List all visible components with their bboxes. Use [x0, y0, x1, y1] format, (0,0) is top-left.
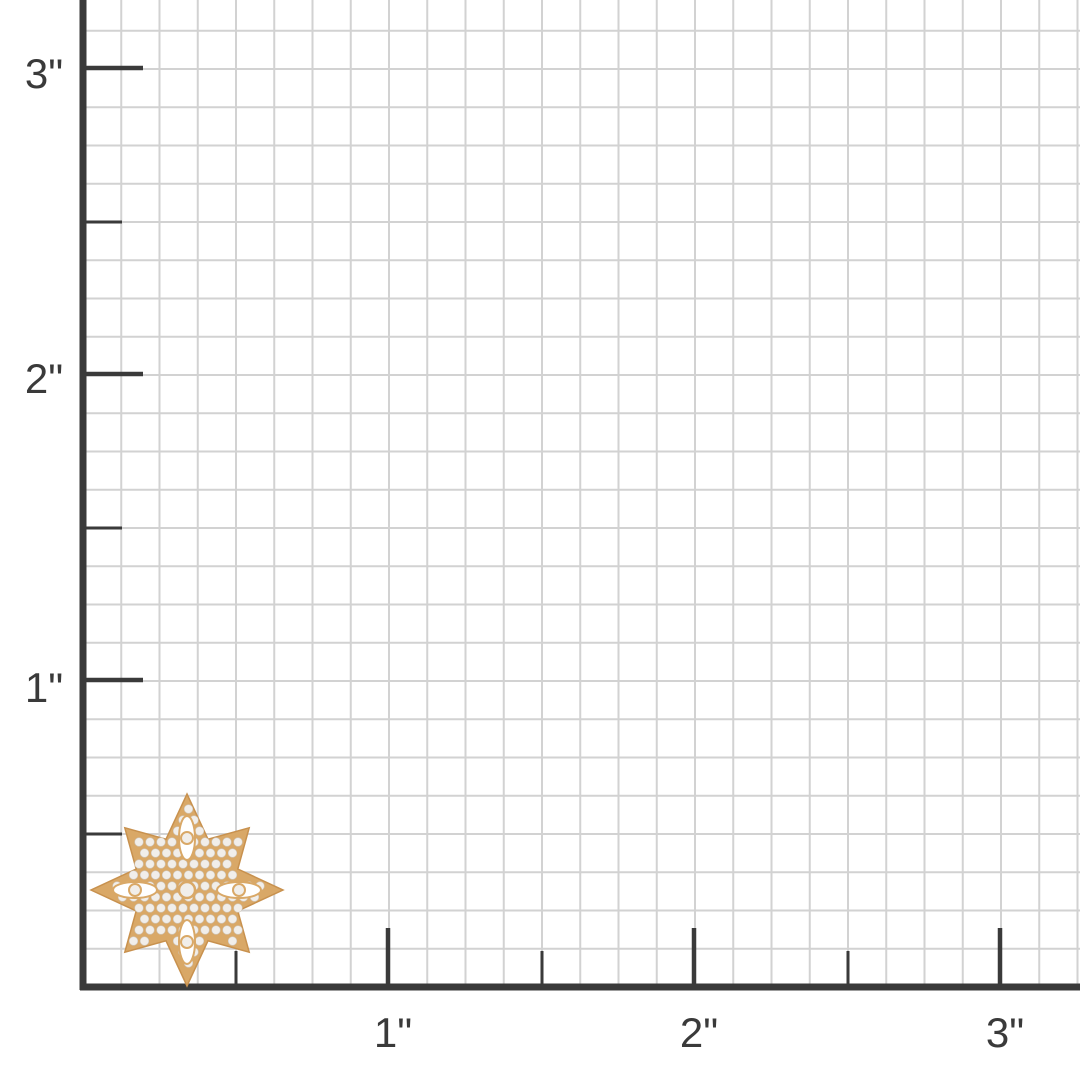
- diamond-stone: [139, 936, 150, 946]
- diamond-stone: [200, 903, 210, 913]
- diamond-stone: [233, 903, 243, 913]
- diamond-stone: [189, 903, 199, 913]
- diamond-stone: [145, 837, 155, 847]
- diamond-stone: [200, 881, 210, 891]
- diamond-stone: [161, 848, 172, 858]
- diamond-stone: [180, 831, 194, 845]
- diamond-stone: [156, 837, 166, 847]
- diamond-stone: [222, 859, 232, 869]
- diamond-stone: [227, 936, 238, 946]
- diamond-stone: [139, 870, 150, 880]
- diamond-stone: [134, 859, 144, 869]
- diamond-stone: [183, 804, 194, 814]
- diamond-stone: [233, 925, 243, 935]
- diamond-stone: [205, 870, 216, 880]
- diamond-stone: [128, 936, 139, 946]
- diamond-stone: [167, 837, 177, 847]
- center-diamond: [177, 880, 197, 900]
- diamond-stone: [227, 848, 238, 858]
- diamond-stone: [145, 903, 155, 913]
- diamond-stone: [128, 870, 139, 880]
- y-label-1: 1": [25, 664, 63, 711]
- y-label-2: 2": [25, 355, 63, 402]
- diamond-stone: [167, 903, 177, 913]
- diamond-stone: [211, 837, 221, 847]
- diamond-stone: [161, 914, 172, 924]
- diamond-stone: [172, 870, 183, 880]
- x-label-3: 3": [986, 1009, 1024, 1056]
- diamond-stone: [178, 903, 188, 913]
- x-label-2: 2": [680, 1009, 718, 1056]
- y-label-3: 3": [25, 50, 63, 97]
- diamond-stone: [139, 848, 150, 858]
- diamond-stone: [167, 925, 177, 935]
- diamond-stone: [205, 892, 216, 902]
- diamond-stone: [200, 925, 210, 935]
- diamond-stone: [222, 925, 232, 935]
- diamond-stone: [150, 848, 161, 858]
- diamond-stone: [194, 892, 205, 902]
- diamond-stone: [222, 837, 232, 847]
- diamond-stone: [150, 914, 161, 924]
- diamond-stone: [134, 903, 144, 913]
- diamond-stone: [156, 903, 166, 913]
- diamond-stone: [139, 914, 150, 924]
- diamond-stone: [194, 848, 205, 858]
- diamond-stone: [216, 914, 227, 924]
- diamond-stone: [211, 925, 221, 935]
- diamond-stone: [161, 892, 172, 902]
- diamond-stone: [222, 903, 232, 913]
- diamond-stone: [200, 859, 210, 869]
- diamond-stone: [211, 859, 221, 869]
- diamond-stone: [227, 914, 238, 924]
- diamond-stone: [161, 870, 172, 880]
- diamond-stone: [233, 837, 243, 847]
- diamond-stone: [194, 914, 205, 924]
- diamond-stone: [227, 870, 238, 880]
- diamond-stone: [145, 859, 155, 869]
- diamond-stone: [172, 914, 183, 924]
- diamond-stone: [134, 925, 144, 935]
- diamond-stone: [200, 837, 210, 847]
- diamond-stone: [216, 870, 227, 880]
- diamond-stone: [145, 925, 155, 935]
- diamond-stone: [189, 859, 199, 869]
- diamond-stone: [178, 859, 188, 869]
- diamond-stone: [156, 859, 166, 869]
- diamond-stone: [205, 914, 216, 924]
- diamond-stone: [156, 881, 166, 891]
- diamond-stone: [232, 883, 246, 897]
- diamond-stone: [167, 881, 177, 891]
- diamond-stone: [211, 903, 221, 913]
- diamond-stone: [167, 859, 177, 869]
- diamond-stone: [216, 848, 227, 858]
- diamond-stone: [134, 837, 144, 847]
- diamond-stone: [150, 870, 161, 880]
- x-label-1: 1": [374, 1009, 412, 1056]
- diamond-stone: [183, 870, 194, 880]
- diamond-stone: [128, 883, 142, 897]
- diamond-stone: [194, 870, 205, 880]
- diamond-stone: [180, 935, 194, 949]
- diamond-stone: [156, 925, 166, 935]
- diamond-stone: [205, 848, 216, 858]
